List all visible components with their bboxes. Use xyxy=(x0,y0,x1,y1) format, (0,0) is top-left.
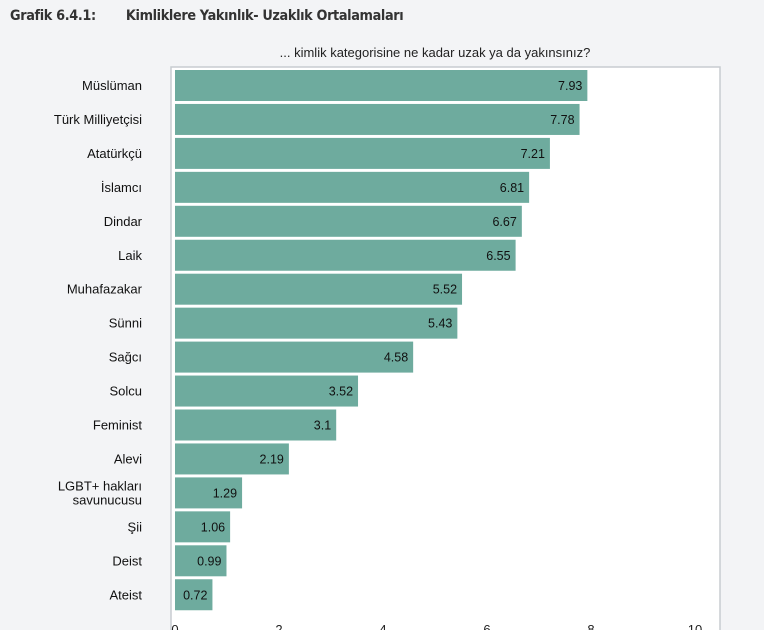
bar-value-label: 5.52 xyxy=(433,283,457,297)
category-label-line: Solcu xyxy=(109,384,142,399)
chart-subtitle: ... kimlik kategorisine ne kadar uzak ya… xyxy=(280,45,591,60)
bar xyxy=(175,341,414,373)
x-tick-label: 8 xyxy=(587,622,594,630)
category-label-line: Deist xyxy=(112,553,142,568)
category-label: Feminist xyxy=(93,418,143,433)
category-label-line: Sünni xyxy=(109,316,142,331)
category-label-line: Muhafazakar xyxy=(67,282,143,297)
bar xyxy=(175,70,588,101)
category-label: Deist xyxy=(112,553,142,568)
bar-value-label: 0.99 xyxy=(197,554,221,568)
category-label: Türk Milliyetçisi xyxy=(54,112,142,127)
category-label: Ateist xyxy=(109,587,142,602)
category-label: Müslüman xyxy=(82,78,142,93)
category-label: Şii xyxy=(128,519,143,534)
bar-value-label: 2.19 xyxy=(260,452,284,466)
bar-value-label: 6.55 xyxy=(486,249,510,263)
bars-group: 7.93 7.78 7.21 6.81 6.67 6.55 5.52 5.43 4.58 3.52… xyxy=(175,70,588,611)
category-label-line: Ateist xyxy=(109,587,142,602)
category-label-line: Atatürkçü xyxy=(87,146,142,161)
category-labels: Müslüman Türk Milliyetçisi Atatürkçü İslamc… xyxy=(54,78,143,602)
category-label: Alevi xyxy=(114,451,142,466)
category-label-line: LGBT+ hakları xyxy=(58,478,142,493)
bar-value-label: 1.29 xyxy=(213,486,237,500)
bar xyxy=(175,307,458,339)
category-label: Muhafazakar xyxy=(67,282,143,297)
bar xyxy=(175,477,243,509)
bar-value-label: 7.21 xyxy=(521,147,545,161)
bar xyxy=(175,103,580,135)
bar-value-label: 3.1 xyxy=(314,419,331,433)
bar-value-label: 6.81 xyxy=(500,181,524,195)
category-label: Laik xyxy=(118,248,142,263)
category-label: Sünni xyxy=(109,316,142,331)
bar xyxy=(175,375,359,407)
category-label: LGBT+ hakları savunucusu xyxy=(58,478,142,507)
category-label-line: savunucusu xyxy=(73,492,142,507)
bar xyxy=(175,171,530,203)
category-label: Solcu xyxy=(109,384,142,399)
bar-value-label: 5.43 xyxy=(428,317,452,331)
bar xyxy=(175,239,516,271)
category-label-line: Şii xyxy=(128,519,143,534)
category-label: Atatürkçü xyxy=(87,146,142,161)
bar-value-label: 4.58 xyxy=(384,351,408,365)
category-label-line: Laik xyxy=(118,248,142,263)
category-label: İslamcı xyxy=(101,180,142,195)
figure-number: Grafik 6.4.1: xyxy=(10,8,96,24)
bar xyxy=(175,273,463,305)
x-axis-ticks: 0 2 4 6 8 10 xyxy=(171,622,702,630)
x-tick-label: 2 xyxy=(275,622,282,630)
figure-header: Grafik 6.4.1: Kimliklere Yakınlık- Uzaklı… xyxy=(10,8,404,24)
bar-value-label: 7.93 xyxy=(558,79,582,93)
category-label-line: Feminist xyxy=(93,418,143,433)
bar xyxy=(175,205,522,237)
bar xyxy=(175,137,550,169)
bar-value-label: 7.78 xyxy=(550,113,574,127)
category-label-line: Müslüman xyxy=(82,78,142,93)
category-label-line: İslamcı xyxy=(101,180,142,195)
category-label: Dindar xyxy=(104,214,143,229)
bar xyxy=(175,511,231,543)
bar xyxy=(175,579,213,611)
x-tick-label: 6 xyxy=(483,622,490,630)
x-tick-label: 4 xyxy=(379,622,386,630)
bar-value-label: 3.52 xyxy=(329,385,353,399)
category-label-line: Alevi xyxy=(114,451,142,466)
x-tick-label: 10 xyxy=(688,622,702,630)
category-label-line: Sağcı xyxy=(109,350,142,365)
bar-value-label: 0.72 xyxy=(183,588,207,602)
category-label-line: Dindar xyxy=(104,214,143,229)
figure-title: Kimliklere Yakınlık- Uzaklık Ortalamalar… xyxy=(125,8,404,24)
bar xyxy=(175,409,337,441)
category-label: Sağcı xyxy=(109,350,142,365)
bar-value-label: 1.06 xyxy=(201,520,225,534)
bar xyxy=(175,443,289,475)
bar-value-label: 6.67 xyxy=(492,215,516,229)
bar xyxy=(175,545,227,577)
x-tick-label: 0 xyxy=(171,622,178,630)
category-label-line: Türk Milliyetçisi xyxy=(54,112,142,127)
